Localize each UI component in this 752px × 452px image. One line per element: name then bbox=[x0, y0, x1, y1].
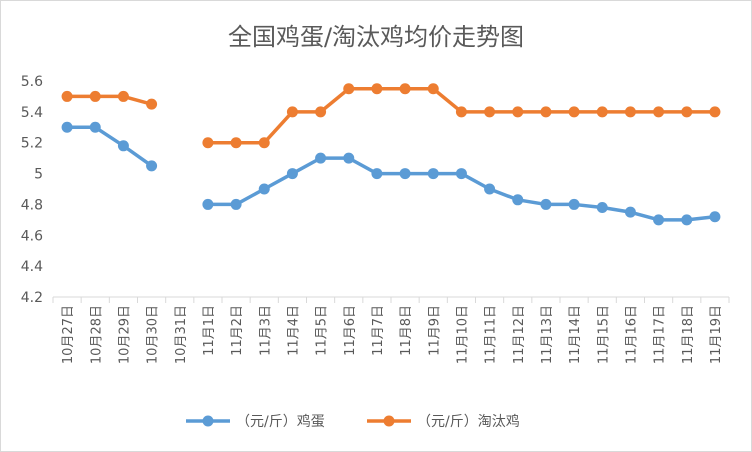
series-line bbox=[67, 94, 153, 106]
series-0 bbox=[61, 121, 721, 226]
data-point bbox=[512, 106, 524, 118]
y-tick-label: 5.4 bbox=[21, 105, 43, 121]
data-point bbox=[89, 90, 101, 102]
x-tick-label: 10月27日 bbox=[61, 305, 76, 364]
y-tick-label: 5 bbox=[34, 167, 43, 183]
data-point bbox=[371, 168, 383, 180]
y-axis-ticks: 4.2 4.4 4.6 4.8 5 5.2 5.4 5.6 bbox=[21, 74, 43, 306]
data-point bbox=[146, 160, 158, 172]
data-point bbox=[427, 83, 439, 95]
series-1 bbox=[61, 83, 721, 149]
y-tick-label: 5.2 bbox=[21, 136, 43, 152]
x-tick-label: 11月16日 bbox=[624, 305, 639, 364]
x-axis: 10月27日 10月28日 10月29日 10月30日 10月31日 11月1日 11月2日… bbox=[52, 296, 730, 364]
x-tick-label: 11月12日 bbox=[512, 305, 527, 364]
data-point bbox=[653, 214, 665, 226]
data-point bbox=[455, 168, 467, 180]
data-point bbox=[709, 211, 721, 223]
legend: （元/斤）鸡蛋 （元/斤）淘汰鸡 bbox=[186, 413, 520, 430]
legend-marker bbox=[202, 415, 214, 427]
data-point bbox=[624, 206, 636, 218]
y-tick-label: 5.6 bbox=[21, 74, 43, 90]
legend-label: （元/斤）淘汰鸡 bbox=[417, 413, 520, 430]
data-point bbox=[512, 194, 524, 206]
data-point bbox=[681, 214, 693, 226]
data-point bbox=[61, 90, 73, 102]
legend-marker bbox=[383, 415, 395, 427]
series-layer bbox=[61, 83, 721, 226]
data-point bbox=[568, 106, 580, 118]
x-tick-label: 10月29日 bbox=[117, 305, 132, 364]
x-tick-label: 11月19日 bbox=[709, 305, 724, 364]
data-point bbox=[315, 152, 327, 164]
data-point bbox=[146, 98, 158, 110]
data-point bbox=[596, 202, 608, 214]
x-tick-label: 11月10日 bbox=[455, 305, 470, 364]
data-point bbox=[315, 106, 327, 118]
data-point bbox=[117, 140, 129, 152]
data-point bbox=[568, 198, 580, 210]
data-point bbox=[540, 198, 552, 210]
x-tick-label: 11月4日 bbox=[286, 305, 301, 356]
x-tick-label: 11月8日 bbox=[399, 305, 414, 356]
y-tick-label: 4.4 bbox=[21, 259, 43, 275]
data-point bbox=[484, 183, 496, 195]
data-point bbox=[230, 198, 242, 210]
data-point bbox=[399, 83, 411, 95]
data-point bbox=[258, 183, 270, 195]
data-point bbox=[343, 152, 355, 164]
data-point bbox=[681, 106, 693, 118]
x-tick-label: 11月1日 bbox=[202, 305, 217, 356]
x-tick-label: 10月30日 bbox=[146, 305, 161, 364]
data-point bbox=[286, 106, 298, 118]
data-point bbox=[371, 83, 383, 95]
x-tick-label: 11月3日 bbox=[258, 305, 273, 356]
x-tick-label: 11月18日 bbox=[681, 305, 696, 364]
data-point bbox=[427, 168, 439, 180]
chart-title: 全国鸡蛋/淘汰鸡均价走势图 bbox=[228, 23, 524, 51]
x-tick-label: 11月5日 bbox=[315, 305, 330, 356]
data-point bbox=[117, 90, 129, 102]
legend-label: （元/斤）鸡蛋 bbox=[236, 413, 325, 430]
data-point bbox=[709, 106, 721, 118]
data-point bbox=[540, 106, 552, 118]
x-tick-label: 11月15日 bbox=[596, 305, 611, 364]
x-tick-label: 11月14日 bbox=[568, 305, 583, 364]
data-point bbox=[653, 106, 665, 118]
data-point bbox=[343, 83, 355, 95]
x-tick-label: 11月6日 bbox=[343, 305, 358, 356]
data-point bbox=[399, 168, 411, 180]
data-point bbox=[230, 137, 242, 149]
x-tick-label: 11月17日 bbox=[653, 305, 668, 364]
y-tick-label: 4.8 bbox=[21, 197, 43, 213]
data-point bbox=[202, 137, 214, 149]
data-point bbox=[455, 106, 467, 118]
x-tick-label: 10月31日 bbox=[174, 305, 189, 364]
data-point bbox=[89, 121, 101, 133]
data-point bbox=[258, 137, 270, 149]
data-point bbox=[484, 106, 496, 118]
y-tick-label: 4.6 bbox=[21, 228, 43, 244]
data-point bbox=[624, 106, 636, 118]
x-tick-label: 11月2日 bbox=[230, 305, 245, 356]
y-tick-label: 4.2 bbox=[21, 290, 43, 306]
data-point bbox=[202, 198, 214, 210]
data-point bbox=[61, 121, 73, 133]
x-tick-label: 11月9日 bbox=[427, 305, 442, 356]
x-tick-label: 10月28日 bbox=[89, 305, 104, 364]
data-point bbox=[286, 168, 298, 180]
series-line bbox=[67, 125, 153, 168]
series-line bbox=[207, 156, 716, 222]
x-tick-label: 11月13日 bbox=[540, 305, 555, 364]
x-tick-label: 11月11日 bbox=[484, 305, 499, 364]
x-tick-label: 11月7日 bbox=[371, 305, 386, 356]
data-point bbox=[596, 106, 608, 118]
